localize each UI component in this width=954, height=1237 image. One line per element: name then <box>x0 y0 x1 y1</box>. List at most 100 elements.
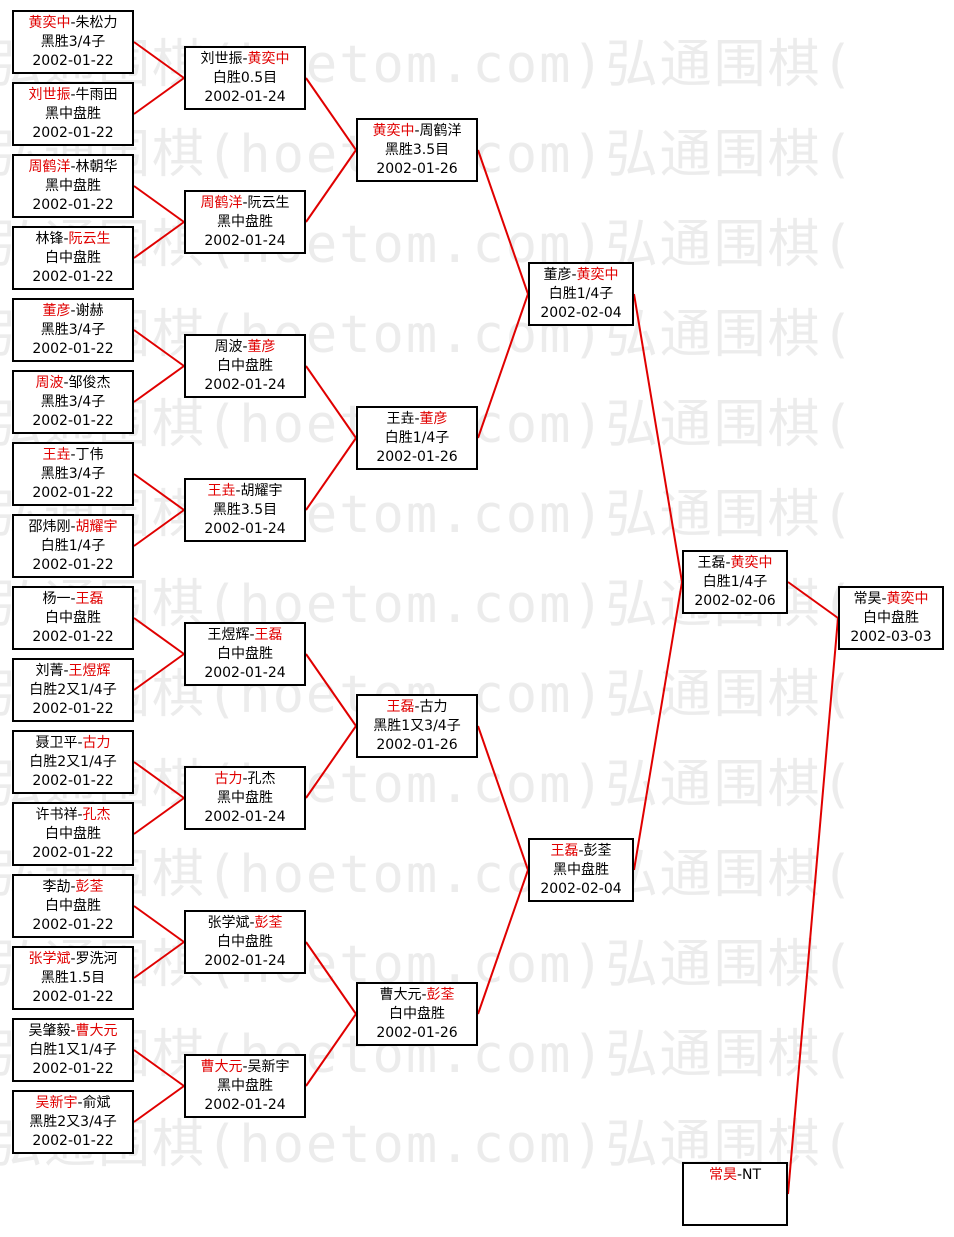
separator: - <box>70 15 76 31</box>
separator: - <box>77 807 83 823</box>
watermark-text: 弘通围棋(hoetom.com)弘通围棋( <box>0 485 855 545</box>
match-result: 白中盘胜 <box>45 250 101 266</box>
separator: - <box>414 411 420 427</box>
player-a: 林锋 <box>35 231 64 247</box>
connector-line <box>305 77 357 151</box>
match-date: 2002-01-22 <box>32 125 114 141</box>
player-b: 胡耀宇 <box>240 483 283 499</box>
match-box-round-3: 曹大元-彭荃 白中盘胜 2002-01-26 <box>356 982 478 1046</box>
match-date: 2002-01-26 <box>376 1025 458 1041</box>
separator: - <box>63 231 69 247</box>
match-result: 黑中盘胜 <box>553 862 609 878</box>
player-a: 黄奕中 <box>28 15 71 31</box>
connector-line <box>477 149 529 295</box>
match-players: 王垚-胡耀宇 <box>186 482 304 501</box>
separator: - <box>414 123 420 139</box>
match-result: 白胜0.5目 <box>212 70 278 86</box>
player-a: 邵炜刚 <box>28 519 71 535</box>
connector-line <box>133 473 185 511</box>
player-a: 杨一 <box>42 591 71 607</box>
match-players: 许书祥-孔杰 <box>14 806 132 825</box>
connector-line <box>133 41 185 79</box>
separator: - <box>414 699 420 715</box>
player-a: 吴新宇 <box>35 1095 78 1111</box>
connector-line <box>133 761 185 799</box>
match-result: 白胜1又1/4子 <box>29 1042 117 1058</box>
match-date: 2002-02-04 <box>540 305 622 321</box>
player-b: 胡耀宇 <box>75 519 118 535</box>
match-result: 白中盘胜 <box>217 646 273 662</box>
player-b: 董彦 <box>247 339 276 355</box>
connector-line <box>633 293 683 583</box>
connector-line <box>133 1085 185 1123</box>
match-box-round-1: 聂卫平-古力 白胜2又1/4子 2002-01-22 <box>12 730 134 794</box>
player-a: 曹大元 <box>379 987 422 1003</box>
match-players: 周鹤洋-阮云生 <box>186 194 304 213</box>
separator: - <box>736 1167 743 1183</box>
watermark-text: 弘通围棋(hoetom.com)弘通围棋( <box>0 215 855 275</box>
match-date: 2002-01-26 <box>376 737 458 753</box>
connector-line <box>305 725 357 799</box>
player-b: 黄奕中 <box>247 51 290 67</box>
connector-line <box>305 437 357 511</box>
separator: - <box>70 519 76 535</box>
separator: - <box>242 195 248 211</box>
match-date: 2002-01-22 <box>32 197 114 213</box>
match-result: 黑胜3.5目 <box>212 502 278 518</box>
match-box-round-1: 杨一-王磊 白中盘胜 2002-01-22 <box>12 586 134 650</box>
match-players: 吴肇毅-曹大元 <box>14 1022 132 1041</box>
separator: - <box>70 879 76 895</box>
match-result: 黑胜3/4子 <box>40 394 106 410</box>
match-result: 白胜1/4子 <box>548 286 614 302</box>
match-box-round-2: 周鹤洋-阮云生 黑中盘胜 2002-01-24 <box>184 190 306 254</box>
separator: - <box>70 1023 76 1039</box>
player-a: 吴肇毅 <box>28 1023 71 1039</box>
match-box-round-1: 董彦-谢赫 黑胜3/4子 2002-01-22 <box>12 298 134 362</box>
match-result: 白中盘胜 <box>45 898 101 914</box>
connector-line <box>787 617 839 1195</box>
player-a: 常昊 <box>853 591 882 607</box>
player-b: 黄奕中 <box>730 555 773 571</box>
match-players: 曹大元-彭荃 <box>358 986 476 1005</box>
player-b: 王煜辉 <box>68 663 111 679</box>
separator: - <box>63 375 69 391</box>
match-box-round-1: 黄奕中-朱松力 黑胜3/4子 2002-01-22 <box>12 10 134 74</box>
match-box-round-1: 吴新宇-俞斌 黑胜2又3/4子 2002-01-22 <box>12 1090 134 1154</box>
match-date: 2002-01-24 <box>204 1097 286 1113</box>
match-result: 白胜1/4子 <box>384 430 450 446</box>
separator: - <box>725 555 731 571</box>
player-a: 董彦 <box>42 303 71 319</box>
final-match-box: 常昊-黄奕中 白中盘胜 2002-03-03 <box>838 586 944 650</box>
player-b: 彭荃 <box>254 915 283 931</box>
player-a: 周波 <box>35 375 64 391</box>
player-a: 张学斌 <box>207 915 250 931</box>
match-date: 2002-01-22 <box>32 1133 114 1149</box>
match-date: 2002-01-24 <box>204 233 286 249</box>
match-box-round-1: 王垚-丁伟 黑胜3/4子 2002-01-22 <box>12 442 134 506</box>
match-players: 王垚-丁伟 <box>14 446 132 465</box>
player-a: 王煜辉 <box>207 627 250 643</box>
match-date: 2002-01-22 <box>32 269 114 285</box>
player-b: 古力 <box>419 699 448 715</box>
match-box-round-2: 古力-孔杰 黑中盘胜 2002-01-24 <box>184 766 306 830</box>
match-result: 黑中盘胜 <box>217 790 273 806</box>
match-players: 周鹤洋-林朝华 <box>14 158 132 177</box>
connector-line <box>133 329 185 367</box>
connector-line <box>477 725 529 871</box>
match-result: 黑中盘胜 <box>217 214 273 230</box>
match-players: 黄奕中-朱松力 <box>14 14 132 33</box>
match-players: 古力-孔杰 <box>186 770 304 789</box>
connector-line <box>133 1049 185 1087</box>
player-a: 刘世振 <box>28 87 71 103</box>
match-date: 2002-01-22 <box>32 773 114 789</box>
match-result: 黑胜1又3/4子 <box>373 718 461 734</box>
connector-line <box>305 653 357 727</box>
match-result: 黑胜2又3/4子 <box>29 1114 117 1130</box>
player-a: 周鹤洋 <box>28 159 71 175</box>
connector-line <box>133 941 185 979</box>
match-players: 刘世振-牛雨田 <box>14 86 132 105</box>
connector-line <box>305 941 357 1015</box>
separator: - <box>249 915 255 931</box>
match-date: 2002-01-22 <box>32 53 114 69</box>
